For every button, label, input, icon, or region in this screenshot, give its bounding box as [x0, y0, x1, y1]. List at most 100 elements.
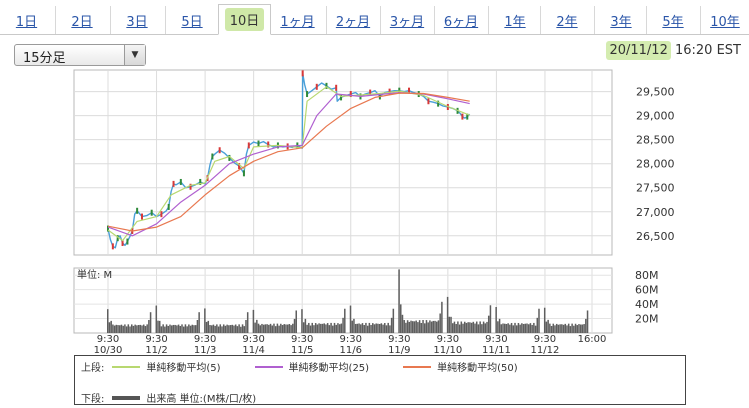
volume-bar — [527, 324, 530, 333]
volume-bar — [372, 323, 374, 333]
price-candle — [276, 142, 279, 149]
price-candle — [116, 235, 119, 242]
tab-11[interactable]: 3年 — [594, 6, 647, 34]
volume-bar — [167, 325, 170, 333]
volume-bar — [191, 324, 194, 333]
volume-bar — [241, 324, 244, 333]
volume-bar — [188, 324, 190, 333]
volume-bar — [361, 323, 364, 333]
volume-bar — [146, 324, 148, 333]
volume-bar — [112, 324, 114, 333]
tab-13[interactable]: 10年 — [700, 6, 749, 34]
tab-8[interactable]: 6ヶ月 — [434, 6, 487, 34]
volume-bar — [209, 324, 211, 333]
price-candle — [136, 207, 139, 214]
volume-bar — [462, 323, 464, 333]
tab-label: 1ヶ月 — [280, 14, 315, 30]
volume-bar — [356, 323, 359, 333]
volume-bar — [405, 322, 407, 333]
tab-9[interactable]: 1年 — [488, 6, 541, 34]
tab-4[interactable]: 10日 — [218, 4, 271, 35]
volume-bar — [259, 325, 262, 333]
moving-average-line — [107, 92, 470, 232]
price-candle — [107, 225, 109, 232]
volume-bar — [148, 320, 150, 333]
volume-bar — [174, 324, 176, 333]
tab-7[interactable]: 3ヶ月 — [380, 6, 433, 34]
volume-bar — [469, 322, 471, 333]
volume-bar — [268, 324, 270, 333]
volume-bar — [172, 324, 175, 333]
volume-bar — [137, 324, 140, 333]
x-tick-label: 9:30 — [388, 334, 410, 345]
volume-bar — [562, 324, 565, 333]
volume-bar — [144, 326, 147, 333]
volume-bar — [586, 310, 589, 333]
tab-0[interactable]: 1日 — [0, 6, 53, 34]
volume-bar — [358, 323, 360, 333]
price-candle — [349, 91, 352, 98]
volume-bar — [549, 323, 551, 333]
volume-bar — [155, 305, 158, 333]
volume-bar — [216, 324, 218, 333]
tab-10[interactable]: 2年 — [540, 6, 593, 34]
period-tabs: 1日 2日 3日 5日 10日 1ヶ月 2ヶ月 3ヶ月 6ヶ月 1年 2年 3年 5年 10年 — [0, 0, 749, 35]
volume-bar — [569, 326, 572, 333]
volume-bar — [422, 320, 424, 333]
volume-bar — [238, 324, 240, 333]
x-tick-label: 9:30 — [534, 334, 556, 345]
volume-bar — [340, 323, 343, 333]
volume-bar — [439, 313, 441, 333]
volume-bar — [210, 325, 213, 333]
volume-bar — [160, 326, 163, 333]
price-candle — [437, 100, 440, 107]
volume-bar — [474, 323, 476, 333]
volume-bar — [533, 322, 535, 333]
volume-bar — [308, 322, 310, 333]
tab-label: 5年 — [662, 14, 684, 30]
y-tick-label: 27,500 — [636, 182, 675, 195]
volume-bar — [500, 324, 503, 333]
volume-bar — [117, 325, 119, 333]
volume-tick-label: 20M — [635, 313, 659, 326]
volume-tick-label: 80M — [635, 269, 659, 282]
tab-6[interactable]: 2ヶ月 — [326, 6, 379, 34]
interval-select[interactable]: 15分足 ▼ — [14, 44, 146, 66]
chevron-down-icon[interactable]: ▼ — [124, 45, 145, 65]
volume-bar — [320, 323, 322, 333]
volume-bar — [526, 323, 528, 333]
tab-5[interactable]: 1ヶ月 — [271, 6, 324, 34]
volume-bar — [136, 325, 138, 333]
legend-upper-row: 上段: 単純移動平均(5) 単純移動平均(25) 単純移動平均(50) — [81, 359, 544, 374]
volume-bar — [472, 321, 475, 333]
volume-bar — [437, 320, 440, 333]
tab-label: 2ヶ月 — [335, 14, 371, 30]
volume-bar — [236, 326, 239, 333]
volume-bar — [585, 318, 587, 333]
volume-bar — [278, 325, 280, 333]
price-candle — [408, 87, 411, 94]
price-candle — [211, 153, 214, 160]
volume-bar — [521, 323, 523, 333]
tab-label: 2年 — [556, 14, 578, 30]
volume-bar — [295, 310, 297, 333]
volume-bar — [246, 312, 249, 333]
price-candle — [325, 82, 328, 89]
tab-3[interactable]: 5日 — [165, 6, 218, 34]
volume-bar — [214, 325, 216, 333]
volume-bar — [169, 324, 171, 333]
tab-1[interactable]: 2日 — [55, 6, 108, 34]
tab-2[interactable]: 3日 — [110, 6, 163, 34]
volume-bar — [398, 269, 400, 333]
price-candle — [301, 70, 304, 77]
legend-swatch — [112, 365, 141, 368]
volume-bar — [385, 325, 388, 333]
tab-label: 3日 — [126, 14, 148, 30]
volume-bar — [342, 317, 344, 333]
tab-12[interactable]: 5年 — [646, 6, 699, 34]
volume-bar — [497, 321, 499, 333]
volume-bar — [481, 324, 483, 333]
volume-bar — [274, 326, 277, 333]
volume-bar — [335, 324, 337, 333]
volume-bar — [503, 323, 506, 333]
